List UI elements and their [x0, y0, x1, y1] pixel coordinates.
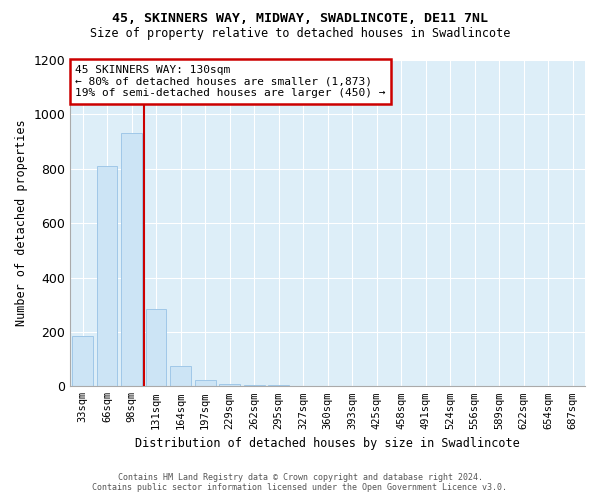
Bar: [194, 380, 215, 386]
Text: 45 SKINNERS WAY: 130sqm
← 80% of detached houses are smaller (1,873)
19% of semi: 45 SKINNERS WAY: 130sqm ← 80% of detache…: [76, 65, 386, 98]
Bar: [170, 366, 191, 386]
Bar: [219, 384, 240, 386]
Text: 45, SKINNERS WAY, MIDWAY, SWADLINCOTE, DE11 7NL: 45, SKINNERS WAY, MIDWAY, SWADLINCOTE, D…: [112, 12, 488, 26]
Bar: [72, 336, 93, 386]
Bar: [121, 134, 142, 386]
Text: Contains HM Land Registry data © Crown copyright and database right 2024.
Contai: Contains HM Land Registry data © Crown c…: [92, 473, 508, 492]
X-axis label: Distribution of detached houses by size in Swadlincote: Distribution of detached houses by size …: [135, 437, 520, 450]
Text: Size of property relative to detached houses in Swadlincote: Size of property relative to detached ho…: [90, 28, 510, 40]
Bar: [146, 309, 166, 386]
Bar: [244, 385, 265, 386]
Bar: [97, 166, 118, 386]
Y-axis label: Number of detached properties: Number of detached properties: [15, 120, 28, 326]
